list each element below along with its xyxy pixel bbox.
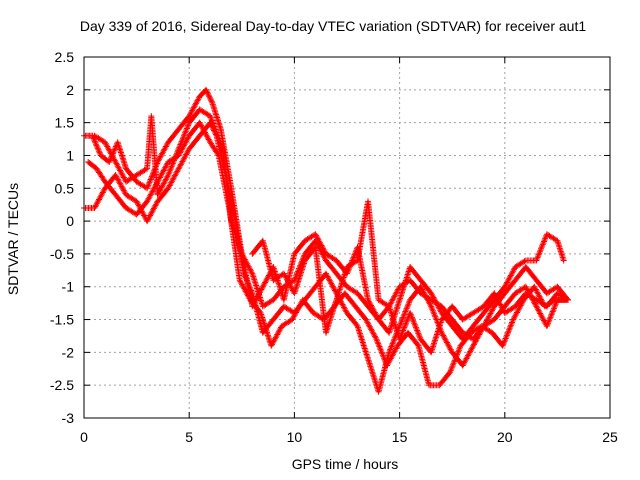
y-tick-label: -1	[62, 279, 75, 295]
y-tick-label: -2	[62, 344, 75, 360]
x-tick-label: 25	[602, 429, 618, 445]
axis-ticks	[83, 56, 611, 419]
x-tick-label: 10	[287, 429, 303, 445]
y-tick-label: 0.5	[55, 180, 75, 196]
x-axis-label: GPS time / hours	[292, 456, 399, 472]
y-tick-label: -0.5	[50, 246, 74, 262]
grid-lines	[84, 57, 610, 418]
chart-title: Day 339 of 2016, Sidereal Day-to-day VTE…	[80, 18, 587, 34]
data-series	[91, 106, 571, 343]
data-points-layer	[81, 86, 571, 395]
y-tick-label: -3	[62, 410, 75, 426]
x-tick-label: 5	[185, 429, 193, 445]
x-tick-label: 0	[80, 429, 88, 445]
data-series	[249, 198, 571, 356]
data-point-markers	[91, 106, 571, 343]
plot-frame	[83, 56, 611, 419]
tick-labels: 0 5 10 15 20 25 -3 -2.5 -2 -1.5 -1 -0.5 0 0.5 1 1.5 2 2.5	[50, 49, 618, 445]
y-tick-label: 2	[66, 82, 74, 98]
y-tick-label: 1	[66, 147, 74, 163]
y-tick-label: 2.5	[55, 49, 75, 65]
y-tick-label: 0	[66, 213, 74, 229]
y-axis-label: SDTVAR / TECUs	[5, 183, 21, 295]
y-tick-label: -2.5	[50, 377, 74, 393]
y-tick-label: 1.5	[55, 115, 75, 131]
y-tick-label: -1.5	[50, 312, 74, 328]
data-point-markers	[249, 198, 571, 356]
x-tick-label: 15	[392, 429, 408, 445]
x-tick-label: 20	[497, 429, 513, 445]
